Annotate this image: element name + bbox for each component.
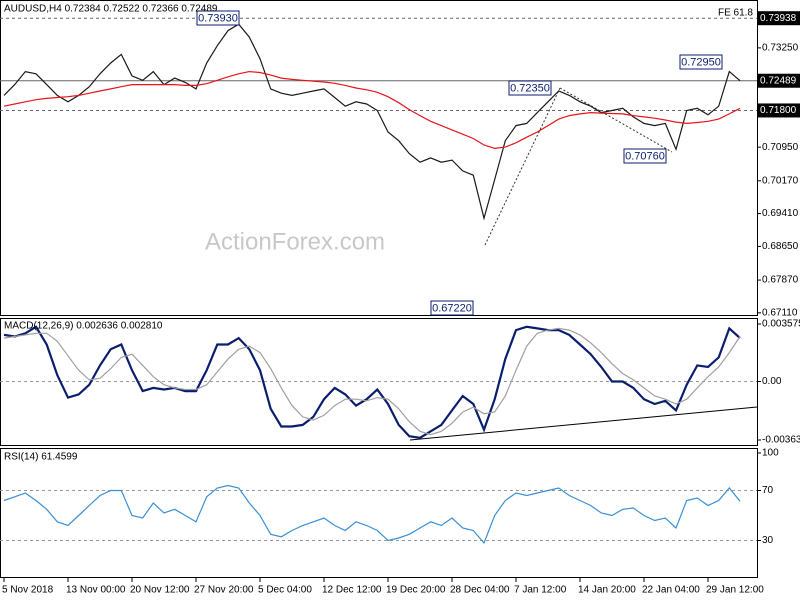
annotation-label: 0.72350 (510, 82, 550, 94)
annotation-label: 0.72950 (681, 56, 721, 68)
annotation-box (430, 300, 474, 316)
rsi-title: RSI(14) 61.4599 (4, 452, 78, 463)
annotation-box (623, 148, 667, 164)
y-tick-label: 0.69410 (762, 208, 799, 219)
x-tick-label: 27 Nov 20:00 (194, 585, 254, 596)
series-line (3, 23, 741, 221)
x-tick-label: 22 Jan 04:00 (642, 585, 700, 596)
rsi-panel (0, 448, 758, 578)
y-tick-label: 0.67870 (762, 275, 799, 286)
y-tick-label: 0.003575 (762, 319, 800, 330)
x-tick-label: 29 Jan 12:00 (706, 585, 764, 596)
level-label-box (757, 73, 800, 88)
y-tick-label: -0.003639 (762, 435, 800, 446)
y-tick-label: 0.70170 (762, 175, 799, 186)
macd-title: MACD(12,26,9) 0.002636 0.002810 (4, 321, 163, 332)
x-tick-label: 12 Dec 12:00 (322, 585, 382, 596)
y-tick-label: 100 (762, 448, 779, 459)
level-label: 0.71800 (760, 105, 797, 116)
series-line (3, 484, 741, 545)
annotation-label: 0.67220 (432, 302, 472, 314)
annotation-box (508, 80, 552, 96)
annotation-box (196, 10, 240, 26)
x-tick-label: 7 Jan 12:00 (514, 585, 567, 596)
annotation: 0.73930 0.72350 0.72950 0.70760 0.67220 … (196, 8, 753, 316)
price-panel (0, 0, 758, 316)
macd-trend-line (409, 406, 758, 441)
x-tick-label: 5 Nov 2018 (2, 585, 54, 596)
series-line (3, 70, 741, 150)
annotation-box (679, 54, 723, 70)
x-tick-label: 28 Dec 04:00 (450, 585, 510, 596)
trend-line (559, 87, 673, 153)
level-label-box (757, 11, 800, 26)
annotation-label: FE 61.8 (718, 8, 753, 19)
y-tick-label: 70 (762, 485, 774, 496)
y-tick-label: 0.67110 (762, 307, 798, 318)
series-line (3, 325, 741, 439)
x-tick-label: 5 Dec 04:00 (258, 585, 312, 596)
trend-line (484, 87, 561, 246)
series-line (3, 327, 741, 436)
watermark: ActionForex.com (205, 228, 385, 255)
level-label: 0.72489 (760, 75, 797, 86)
y-tick-label: 30 (762, 535, 774, 546)
price-title: AUDUSD,H4 0.72384 0.72522 0.72366 0.7248… (4, 4, 218, 15)
level-label-box (757, 103, 800, 118)
annotation-label: 0.70760 (625, 150, 665, 162)
y-tick-label: 0.73250 (762, 43, 799, 54)
plot-layer: 0.73250 0.70950 0.70170 0.69410 0.68650 0.678… (0, 11, 800, 596)
level-label: 0.73938 (760, 13, 797, 24)
y-tick-label: 0.00 (762, 376, 782, 387)
annotation-label: 0.73930 (198, 12, 238, 24)
x-tick-label: 13 Nov 00:00 (66, 585, 126, 596)
y-tick-label: 0.68650 (762, 241, 799, 252)
y-tick-label: 0.70950 (762, 142, 799, 153)
x-tick-label: 19 Dec 20:00 (386, 585, 446, 596)
x-tick-label: 14 Jan 20:00 (578, 585, 636, 596)
x-tick-label: 20 Nov 12:00 (130, 585, 190, 596)
